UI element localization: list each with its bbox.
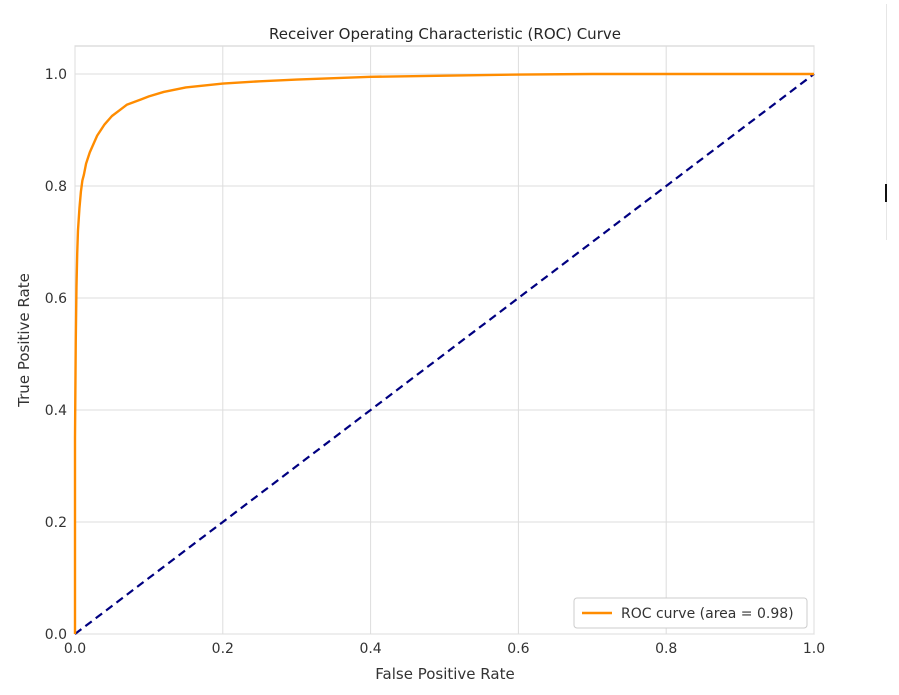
text-cursor (885, 184, 887, 202)
series-layer (73, 72, 815, 635)
x-tick-label: 0.0 (64, 641, 86, 657)
tick-layer: 0.0 0.2 0.4 0.6 0.8 1.0 0.0 0.2 0.4 0.6 0.8 1.0 (45, 67, 825, 657)
side-divider (886, 4, 887, 240)
diagonal-reference-line (74, 73, 815, 635)
x-tick-label: 0.4 (359, 641, 381, 657)
x-tick-label: 0.6 (507, 641, 529, 657)
y-tick-label: 1.0 (45, 67, 67, 83)
plot-area (74, 45, 815, 635)
roc-curve-line (73, 72, 814, 634)
y-tick-label: 0.6 (45, 291, 67, 307)
chart-title: Receiver Operating Characteristic (ROC) … (269, 25, 621, 43)
y-tick-label: 0.8 (45, 179, 67, 195)
legend: ROC curve (area = 0.98) (573, 597, 808, 629)
grid-layer (74, 46, 815, 635)
x-tick-label: 0.2 (212, 641, 234, 657)
legend-label: ROC curve (area = 0.98) (621, 606, 794, 622)
x-tick-label: 0.8 (655, 641, 677, 657)
y-tick-label: 0.2 (45, 515, 67, 531)
y-axis-label: True Positive Rate (15, 273, 33, 408)
x-tick-label: 1.0 (803, 641, 825, 657)
y-tick-label: 0.4 (45, 403, 67, 419)
y-tick-label: 0.0 (45, 627, 67, 643)
legend-box (573, 597, 808, 629)
x-axis-label: False Positive Rate (375, 665, 514, 683)
